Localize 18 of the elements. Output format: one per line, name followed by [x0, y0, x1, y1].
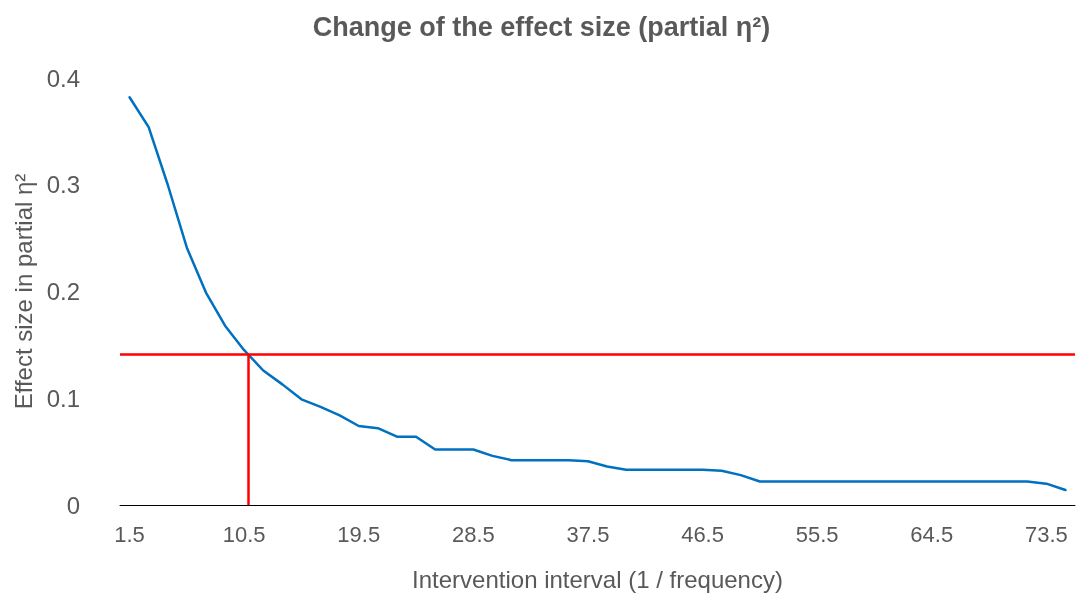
y-axis-title: Effect size in partial η²	[10, 173, 38, 410]
x-tick-label: 73.5	[1024, 521, 1068, 547]
y-tick-label: 0.4	[46, 64, 80, 92]
x-tick-label: 64.5	[910, 521, 954, 547]
y-tick-label: 0	[66, 491, 80, 519]
x-tick-label: 55.5	[795, 521, 839, 547]
y-tick-label: 0.1	[46, 384, 80, 412]
chart-title: Change of the effect size (partial η²)	[312, 11, 771, 42]
x-tick-label: 46.5	[681, 521, 724, 547]
x-tick-label: 19.5	[337, 521, 381, 547]
x-axis-title: Intervention interval (1 / frequency)	[412, 565, 783, 593]
x-tick-label: 1.5	[114, 521, 145, 547]
y-tick-label: 0.3	[46, 171, 80, 199]
y-tick-label: 0.2	[46, 278, 80, 305]
x-tick-label: 28.5	[451, 521, 495, 547]
x-tick-label: 37.5	[566, 521, 610, 547]
x-tick-label: 10.5	[222, 521, 266, 547]
line-series	[128, 95, 1067, 492]
